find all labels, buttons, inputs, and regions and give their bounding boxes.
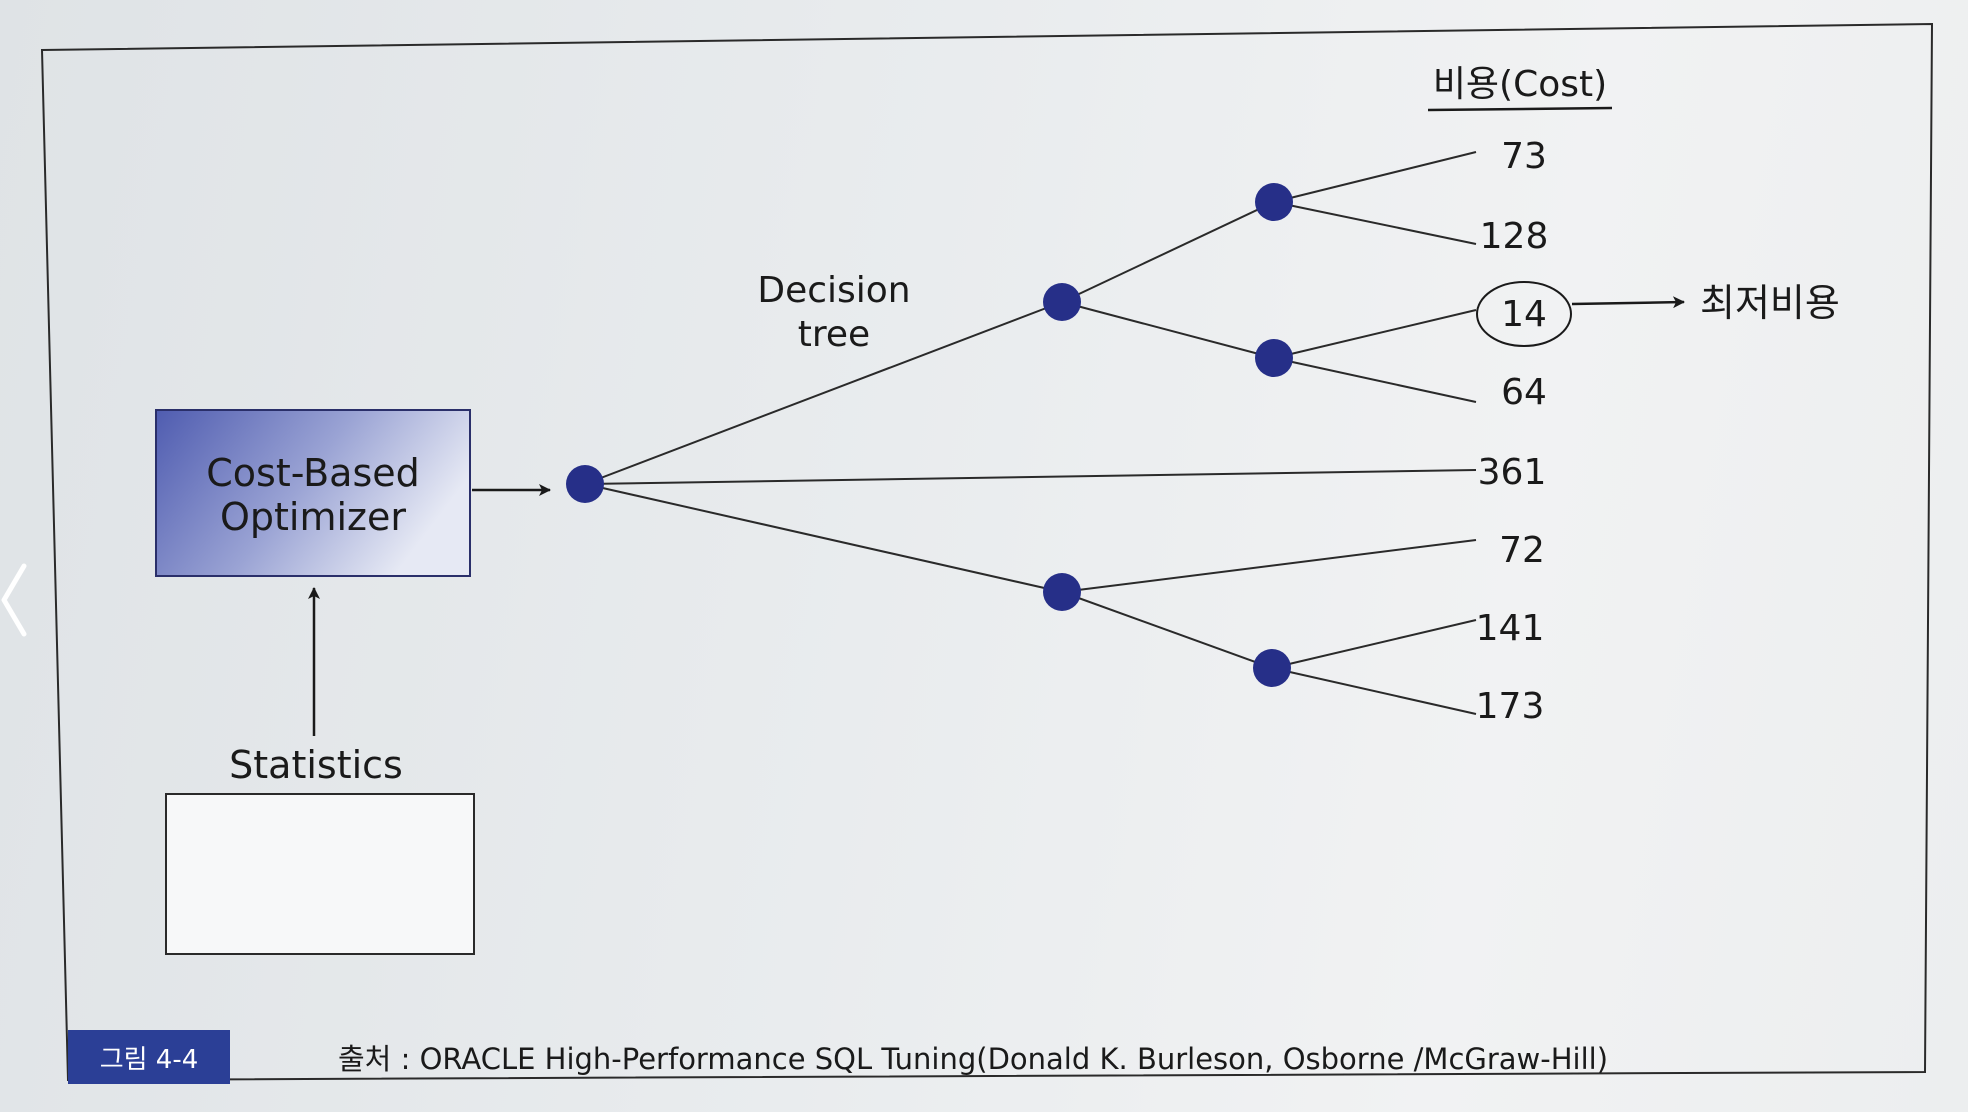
cost-value: 73 [1501,136,1547,177]
tree-node [1043,573,1081,611]
tree-edges [584,151,1477,715]
tree-node [1253,649,1291,687]
lowest-cost-label: 최저비용 [1700,281,1840,325]
figure-number-badge: 그림 4-4 [68,1030,230,1084]
decision-tree-label-line1: Decision [757,270,910,311]
tree-node [1255,339,1293,377]
cost-value: 64 [1501,372,1547,413]
lowest-cost-ellipse [1476,281,1572,347]
lowest-cost-arrow [1571,296,1685,309]
optimizer-label-line2: Optimizer [220,495,406,539]
figure-frame [40,22,1934,1082]
decision-tree-label-line2: tree [798,314,870,355]
cost-value: 128 [1480,216,1549,257]
cost-value: 72 [1499,530,1545,571]
tree-node [1255,183,1293,221]
figure-source-caption: 출처 : ORACLE High-Performance SQL Tuning(… [338,1042,1609,1076]
tree-node-root [566,465,604,503]
optimizer-label-line1: Cost-Based [206,451,420,495]
tree-node [1043,283,1081,321]
cost-value: 361 [1478,452,1547,493]
cost-header-underline [1427,106,1613,112]
cost-value: 173 [1476,686,1545,727]
cost-header: 비용(Cost) [1433,64,1607,105]
chevron-left-icon[interactable] [0,560,30,640]
cost-value: 141 [1476,608,1545,649]
optimizer-box [155,409,471,577]
statistics-box [165,793,475,955]
statistics-label: Statistics [229,743,403,787]
cost-value-lowest: 14 [1501,294,1547,335]
